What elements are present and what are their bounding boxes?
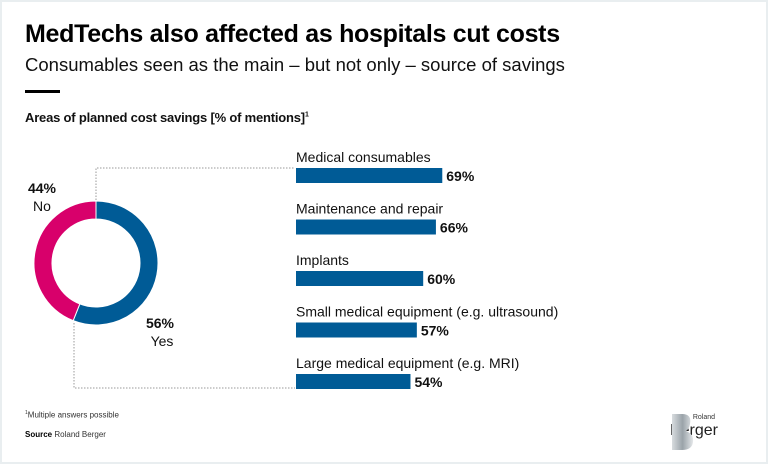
title-rule: [25, 90, 60, 93]
donut-label-category: No: [33, 198, 51, 214]
source-value: Roland Berger: [54, 430, 106, 439]
connector-lines: [73, 167, 295, 389]
donut-label-value: 56%: [146, 315, 175, 331]
bar-category-label: Implants: [296, 252, 349, 268]
footnote-text: Multiple answers possible: [27, 410, 119, 420]
source-line: Source Roland Berger: [25, 430, 106, 439]
bar: [296, 374, 411, 389]
chart-title-text: Areas of planned cost savings [% of ment…: [25, 110, 305, 125]
bar-value-label: 66%: [440, 220, 469, 236]
connector-top: [95, 167, 295, 200]
bar: [296, 219, 436, 235]
bar: [296, 168, 443, 183]
bar-category-label: Small medical equipment (e.g. ultrasound…: [296, 304, 558, 320]
bar-value-label: 57%: [421, 323, 450, 339]
logo-b-icon: [672, 414, 694, 450]
connector-bottom: [73, 320, 295, 389]
donut-label-value: 44%: [28, 180, 57, 196]
bar: [296, 322, 417, 338]
bar-category-label: Large medical equipment (e.g. MRI): [296, 355, 519, 371]
bar: [296, 271, 424, 286]
donut-slice-no: [33, 200, 97, 322]
bar-category-label: Medical consumables: [296, 149, 431, 165]
page-title: MedTechs also affected as hospitals cut …: [25, 20, 560, 48]
page-subtitle: Consumables seen as the main – but not o…: [25, 54, 565, 75]
chart-title-footnote-marker: 1: [304, 111, 309, 119]
bar-value-label: 54%: [414, 374, 443, 390]
donut-label-category: Yes: [151, 333, 174, 349]
chart-title: Areas of planned cost savings [% of ment…: [25, 110, 309, 125]
bar-category-label: Maintenance and repair: [296, 201, 443, 217]
donut-slice-yes: [72, 200, 159, 326]
roland-berger-logo: Roland Berger: [670, 412, 745, 452]
bar-value-label: 60%: [427, 271, 456, 287]
footnote: 1Multiple answers possible: [25, 410, 119, 420]
bar-value-label: 69%: [446, 168, 475, 184]
donut-chart: 56% Yes 44% No: [28, 180, 175, 349]
source-label: Source: [25, 430, 53, 439]
bar-chart: Medical consumables 69% Maintenance and re…: [296, 149, 558, 390]
footnote-marker: 1: [25, 410, 28, 416]
logo-text-small: Roland: [692, 414, 715, 421]
